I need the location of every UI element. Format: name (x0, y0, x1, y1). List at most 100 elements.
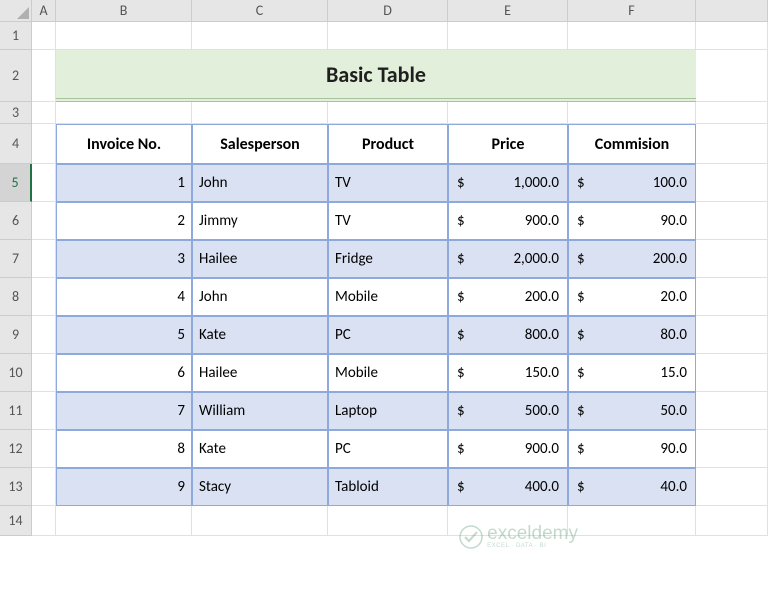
row-header-1[interactable]: 1 (0, 22, 32, 50)
cell-commission[interactable]: $100.0 (568, 164, 696, 202)
cell-commission[interactable]: $90.0 (568, 430, 696, 468)
col-header-F[interactable]: F (568, 0, 696, 22)
cell[interactable] (192, 102, 328, 124)
cell-salesperson[interactable]: Kate (192, 430, 328, 468)
cell[interactable] (696, 202, 768, 240)
cell[interactable] (448, 22, 568, 50)
col-header-D[interactable]: D (328, 0, 448, 22)
cell[interactable] (696, 354, 768, 392)
cell-invoice[interactable]: 3 (56, 240, 192, 278)
row-header-4[interactable]: 4 (0, 124, 32, 164)
cell-salesperson[interactable]: Kate (192, 316, 328, 354)
row-header-13[interactable]: 13 (0, 468, 32, 506)
cell-commission[interactable]: $200.0 (568, 240, 696, 278)
cell-commission[interactable]: $90.0 (568, 202, 696, 240)
row-header-14[interactable]: 14 (0, 506, 32, 536)
cell[interactable] (32, 164, 56, 202)
row-header-2[interactable]: 2 (0, 50, 32, 102)
cell[interactable] (32, 316, 56, 354)
cell-invoice[interactable]: 8 (56, 430, 192, 468)
cell[interactable] (32, 202, 56, 240)
cell[interactable] (32, 468, 56, 506)
cell[interactable] (32, 50, 56, 102)
cell-salesperson[interactable]: William (192, 392, 328, 430)
cell[interactable] (328, 22, 448, 50)
cell-price[interactable]: $200.0 (448, 278, 568, 316)
cell-commission[interactable]: $40.0 (568, 468, 696, 506)
cell-price[interactable]: $150.0 (448, 354, 568, 392)
cell-salesperson[interactable]: John (192, 278, 328, 316)
cell-commission[interactable]: $80.0 (568, 316, 696, 354)
cell[interactable] (448, 506, 568, 536)
cell[interactable] (568, 22, 696, 50)
cell[interactable] (192, 506, 328, 536)
cell[interactable] (696, 278, 768, 316)
cell[interactable] (696, 240, 768, 278)
cell-invoice[interactable]: 4 (56, 278, 192, 316)
cell[interactable] (56, 102, 192, 124)
row-header-5[interactable]: 5 (0, 164, 32, 202)
col-header-B[interactable]: B (56, 0, 192, 22)
cell-price[interactable]: $500.0 (448, 392, 568, 430)
cell[interactable] (56, 22, 192, 50)
cell-product[interactable]: PC (328, 316, 448, 354)
cell[interactable] (32, 278, 56, 316)
cell-price[interactable]: $1,000.0 (448, 164, 568, 202)
col-header-E[interactable]: E (448, 0, 568, 22)
table-header[interactable]: Price (448, 124, 568, 164)
cell[interactable] (696, 22, 768, 50)
cell[interactable] (448, 102, 568, 124)
cell[interactable] (696, 392, 768, 430)
cell-price[interactable]: $900.0 (448, 430, 568, 468)
cell-salesperson[interactable]: John (192, 164, 328, 202)
cell-product[interactable]: Mobile (328, 354, 448, 392)
cell-invoice[interactable]: 2 (56, 202, 192, 240)
row-header-10[interactable]: 10 (0, 354, 32, 392)
cell[interactable] (32, 22, 56, 50)
cell-invoice[interactable]: 5 (56, 316, 192, 354)
select-all-corner[interactable] (0, 0, 32, 22)
cell[interactable] (696, 506, 768, 536)
cell[interactable] (32, 240, 56, 278)
cell[interactable] (32, 506, 56, 536)
cell[interactable] (696, 50, 768, 102)
cell-salesperson[interactable]: Hailee (192, 240, 328, 278)
cell-invoice[interactable]: 7 (56, 392, 192, 430)
cell[interactable] (192, 22, 328, 50)
cell[interactable] (32, 354, 56, 392)
cell-invoice[interactable]: 6 (56, 354, 192, 392)
table-header[interactable]: Salesperson (192, 124, 328, 164)
cell-product[interactable]: TV (328, 164, 448, 202)
col-header-A[interactable]: A (32, 0, 56, 22)
cell-product[interactable]: Fridge (328, 240, 448, 278)
cell-product[interactable]: Laptop (328, 392, 448, 430)
cell-price[interactable]: $2,000.0 (448, 240, 568, 278)
cell-price[interactable]: $900.0 (448, 202, 568, 240)
cell-salesperson[interactable]: Jimmy (192, 202, 328, 240)
cell[interactable] (32, 430, 56, 468)
cell[interactable] (328, 506, 448, 536)
cell[interactable] (568, 506, 696, 536)
cell[interactable] (696, 124, 768, 164)
cell-price[interactable]: $400.0 (448, 468, 568, 506)
row-header-9[interactable]: 9 (0, 316, 32, 354)
cell-invoice[interactable]: 9 (56, 468, 192, 506)
row-header-8[interactable]: 8 (0, 278, 32, 316)
cell-product[interactable]: PC (328, 430, 448, 468)
row-header-6[interactable]: 6 (0, 202, 32, 240)
cell-price[interactable]: $800.0 (448, 316, 568, 354)
cell[interactable] (696, 468, 768, 506)
row-header-12[interactable]: 12 (0, 430, 32, 468)
col-header-blank[interactable] (696, 0, 768, 22)
row-header-7[interactable]: 7 (0, 240, 32, 278)
cell-product[interactable]: Mobile (328, 278, 448, 316)
cell-commission[interactable]: $15.0 (568, 354, 696, 392)
table-header[interactable]: Commision (568, 124, 696, 164)
cell-invoice[interactable]: 1 (56, 164, 192, 202)
cell-salesperson[interactable]: Hailee (192, 354, 328, 392)
cell-commission[interactable]: $50.0 (568, 392, 696, 430)
cell[interactable] (32, 102, 56, 124)
cell-product[interactable]: Tabloid (328, 468, 448, 506)
cell[interactable] (696, 430, 768, 468)
cell-product[interactable]: TV (328, 202, 448, 240)
